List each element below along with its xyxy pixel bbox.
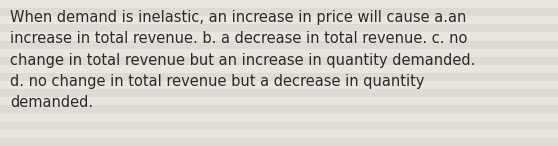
Bar (0, 49, 558, 57)
Bar (0, 57, 558, 65)
Bar (0, 41, 558, 49)
Bar (0, 81, 558, 89)
Bar (0, 16, 558, 24)
Bar (0, 24, 558, 32)
Bar (0, 89, 558, 97)
Bar (0, 130, 558, 138)
Bar (0, 138, 558, 146)
Bar (0, 32, 558, 41)
Bar (0, 0, 558, 8)
Bar (0, 105, 558, 114)
Bar (0, 114, 558, 122)
Bar (0, 122, 558, 130)
Bar (0, 65, 558, 73)
Text: When demand is inelastic, an increase in price will cause a.an
increase in total: When demand is inelastic, an increase in… (10, 10, 475, 110)
Bar (0, 8, 558, 16)
Bar (0, 73, 558, 81)
Bar (0, 97, 558, 105)
